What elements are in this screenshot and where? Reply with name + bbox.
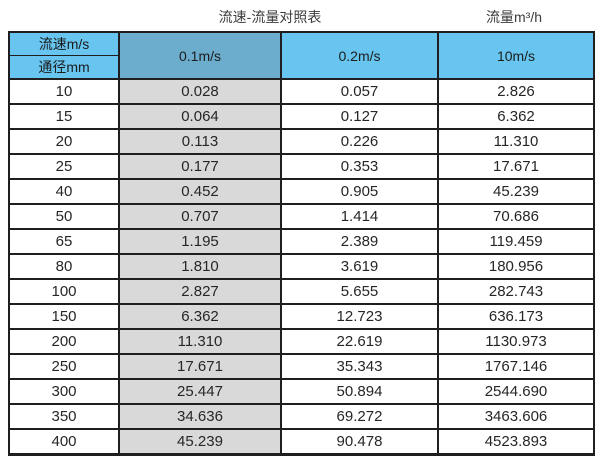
flow-value-0-1ms: 0.452 (118, 178, 282, 205)
flow-value-10ms: 282.743 (437, 278, 595, 305)
table-row: 15 0.064 0.127 6.362 (8, 103, 595, 130)
flow-value-0-2ms: 0.226 (280, 128, 439, 155)
diameter-value: 20 (8, 128, 120, 155)
flow-value-10ms: 636.173 (437, 303, 595, 330)
header-velocity-0-1ms: 0.1m/s (118, 31, 282, 80)
table-header: 流速m/s 0.1m/s 0.2m/s 10m/s 通径mm (8, 31, 595, 80)
titles-row: 流速-流量对照表 流量m³/h (0, 0, 600, 31)
flow-value-10ms: 45.239 (437, 178, 595, 205)
flow-value-10ms: 4523.893 (437, 428, 595, 456)
flow-value-0-1ms: 0.177 (118, 153, 282, 180)
table-row: 50 0.707 1.414 70.686 (8, 203, 595, 230)
flow-value-10ms: 180.956 (437, 253, 595, 280)
flow-value-0-2ms: 90.478 (280, 428, 439, 456)
diameter-value: 80 (8, 253, 120, 280)
flow-value-0-2ms: 0.353 (280, 153, 439, 180)
diameter-value: 400 (8, 428, 120, 456)
table-title: 流速-流量对照表 (218, 9, 322, 25)
flow-value-0-2ms: 22.619 (280, 328, 439, 355)
diameter-value: 15 (8, 103, 120, 130)
table-row: 25 0.177 0.353 17.671 (8, 153, 595, 180)
table-row: 150 6.362 12.723 636.173 (8, 303, 595, 330)
flow-value-10ms: 3463.606 (437, 403, 595, 430)
table-row: 200 11.310 22.619 1130.973 (8, 328, 595, 355)
table-row: 300 25.447 50.894 2544.690 (8, 378, 595, 405)
flow-value-0-1ms: 0.064 (118, 103, 282, 130)
flow-value-0-1ms: 2.827 (118, 278, 282, 305)
flow-value-0-2ms: 0.127 (280, 103, 439, 130)
flow-value-10ms: 1130.973 (437, 328, 595, 355)
table-row: 100 2.827 5.655 282.743 (8, 278, 595, 305)
flow-value-0-2ms: 50.894 (280, 378, 439, 405)
flow-value-0-1ms: 11.310 (118, 328, 282, 355)
flow-value-10ms: 2544.690 (437, 378, 595, 405)
diameter-value: 65 (8, 228, 120, 255)
table-row: 20 0.113 0.226 11.310 (8, 128, 595, 155)
header-velocity-10ms: 10m/s (437, 31, 595, 80)
header-velocity-label: 流速m/s (8, 31, 120, 56)
flow-value-10ms: 1767.146 (437, 353, 595, 380)
flow-value-0-2ms: 5.655 (280, 278, 439, 305)
diameter-value: 25 (8, 153, 120, 180)
flow-value-0-2ms: 3.619 (280, 253, 439, 280)
diameter-value: 50 (8, 203, 120, 230)
flow-value-0-1ms: 34.636 (118, 403, 282, 430)
flow-value-0-2ms: 0.905 (280, 178, 439, 205)
flow-value-0-1ms: 45.239 (118, 428, 282, 456)
diameter-value: 350 (8, 403, 120, 430)
table-row: 80 1.810 3.619 180.956 (8, 253, 595, 280)
flow-value-0-1ms: 0.028 (118, 78, 282, 105)
diameter-value: 100 (8, 278, 120, 305)
header-velocity-0-2ms: 0.2m/s (280, 31, 439, 80)
flow-value-0-2ms: 2.389 (280, 228, 439, 255)
diameter-value: 250 (8, 353, 120, 380)
table-row: 10 0.028 0.057 2.826 (8, 78, 595, 105)
flow-value-10ms: 17.671 (437, 153, 595, 180)
flow-value-0-1ms: 1.810 (118, 253, 282, 280)
flow-value-0-2ms: 69.272 (280, 403, 439, 430)
diameter-value: 200 (8, 328, 120, 355)
flow-value-10ms: 11.310 (437, 128, 595, 155)
table-row: 250 17.671 35.343 1767.146 (8, 353, 595, 380)
header-diameter-label: 通径mm (8, 55, 120, 80)
flow-value-0-1ms: 0.707 (118, 203, 282, 230)
flow-value-0-1ms: 17.671 (118, 353, 282, 380)
table-row: 40 0.452 0.905 45.239 (8, 178, 595, 205)
flow-value-10ms: 70.686 (437, 203, 595, 230)
diameter-value: 40 (8, 178, 120, 205)
flow-value-0-2ms: 1.414 (280, 203, 439, 230)
flow-value-0-2ms: 0.057 (280, 78, 439, 105)
flow-value-10ms: 119.459 (437, 228, 595, 255)
flow-rate-table: 流速m/s 0.1m/s 0.2m/s 10m/s 通径mm 10 0.028 … (8, 31, 595, 456)
flow-value-0-2ms: 12.723 (280, 303, 439, 330)
flow-value-10ms: 2.826 (437, 78, 595, 105)
table-row: 400 45.239 90.478 4523.893 (8, 428, 595, 456)
flow-unit-label: 流量m³/h (486, 9, 542, 25)
flow-value-0-1ms: 6.362 (118, 303, 282, 330)
flow-value-0-1ms: 25.447 (118, 378, 282, 405)
flow-value-0-1ms: 0.113 (118, 128, 282, 155)
table-row: 350 34.636 69.272 3463.606 (8, 403, 595, 430)
table-body: 10 0.028 0.057 2.826 15 0.064 0.127 6.36… (8, 78, 595, 456)
diameter-value: 10 (8, 78, 120, 105)
table-row: 65 1.195 2.389 119.459 (8, 228, 595, 255)
flow-value-0-1ms: 1.195 (118, 228, 282, 255)
diameter-value: 300 (8, 378, 120, 405)
diameter-value: 150 (8, 303, 120, 330)
flow-value-10ms: 6.362 (437, 103, 595, 130)
flow-value-0-2ms: 35.343 (280, 353, 439, 380)
